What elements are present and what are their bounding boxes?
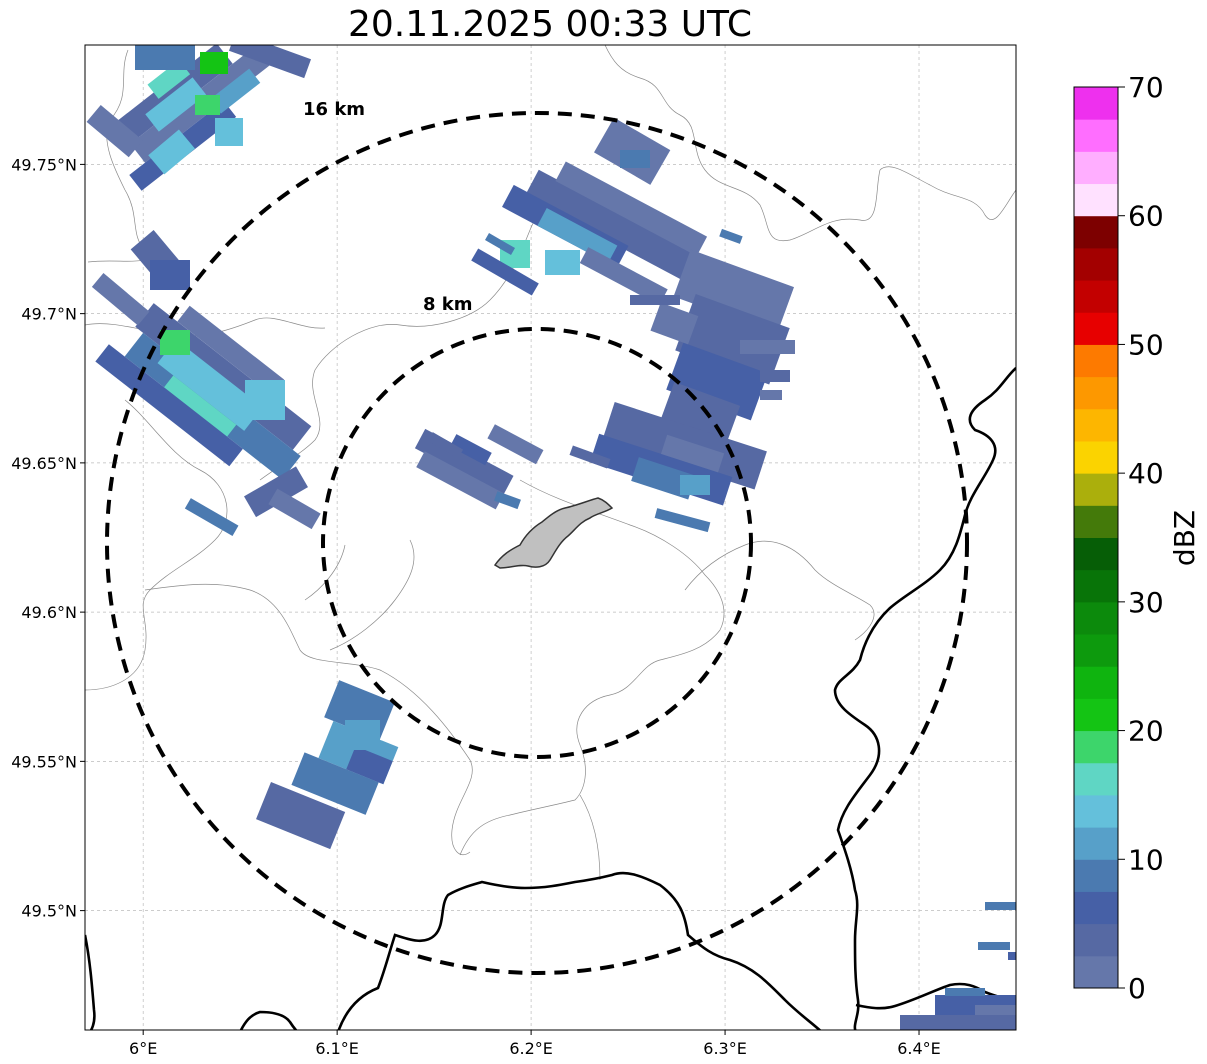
- y-tick-label: 49.7°N: [21, 305, 77, 324]
- colorbar-band: [1074, 247, 1118, 281]
- colorbar-band: [1074, 891, 1118, 925]
- colorbar: 0 10 20 30 40 50 60 70 dBZ: [1073, 71, 1201, 1005]
- x-tick-label: 6°E: [129, 1039, 157, 1058]
- map-gridlines: [85, 45, 1016, 1030]
- colorbar-tick-label: 20: [1128, 715, 1164, 748]
- map-frame: [84, 44, 1017, 1031]
- colorbar-band: [1074, 955, 1118, 989]
- y-tick-label: 49.5°N: [21, 902, 77, 921]
- colorbar-label: dBZ: [1168, 510, 1201, 566]
- y-tick-label: 49.65°N: [11, 454, 77, 473]
- x-tick-label: 6.2°E: [509, 1039, 553, 1058]
- colorbar-band: [1074, 601, 1118, 635]
- map-panel: 16 km 8 km 6°E 6.1°E 6.2°E 6.3°E 6.4°E 49.75°…: [11, 44, 1017, 1058]
- colorbar-band: [1074, 440, 1118, 474]
- x-tick-label: 6.4°E: [897, 1039, 941, 1058]
- map-title: 20.11.2025 00:33 UTC: [347, 4, 753, 45]
- colorbar-band: [1074, 505, 1118, 538]
- colorbar-band: [1074, 794, 1118, 828]
- range-ring-label-16km: 16 km: [303, 99, 365, 120]
- colorbar-band: [1074, 280, 1118, 313]
- city-outline: [493, 497, 614, 569]
- colorbar-band: [1074, 473, 1118, 506]
- colorbar-band: [1074, 698, 1118, 732]
- colorbar-tick-label: 70: [1128, 71, 1164, 104]
- colorbar-band: [1074, 87, 1118, 120]
- colorbar-tick-label: 0: [1128, 972, 1146, 1005]
- colorbar-band: [1074, 569, 1118, 603]
- range-ring-8km: [321, 327, 753, 759]
- colorbar-band: [1074, 762, 1118, 796]
- colorbar-band: [1074, 151, 1118, 185]
- colorbar-tick-label: 60: [1128, 200, 1164, 233]
- y-tick-label: 49.75°N: [11, 155, 77, 174]
- colorbar-tick-label: 10: [1128, 843, 1164, 876]
- x-tick-label: 6.3°E: [703, 1039, 747, 1058]
- y-tick-label: 49.55°N: [11, 752, 77, 771]
- colorbar-band: [1074, 827, 1118, 860]
- colorbar-band: [1074, 859, 1118, 892]
- colorbar-band: [1074, 215, 1118, 249]
- colorbar-band: [1074, 634, 1118, 667]
- colorbar-tick-label: 40: [1128, 457, 1164, 490]
- colorbar-tick-label: 30: [1128, 586, 1164, 619]
- colorbar-band: [1074, 119, 1118, 152]
- radar-echoes: [86, 45, 1016, 1030]
- colorbar-band: [1074, 730, 1118, 764]
- axis-ticks: 6°E 6.1°E 6.2°E 6.3°E 6.4°E 49.75°N 49.7°N 49.6…: [11, 155, 941, 1058]
- colorbar-band: [1074, 344, 1118, 378]
- colorbar-tick-label: 50: [1128, 328, 1164, 361]
- colorbar-band: [1074, 666, 1118, 699]
- colorbar-band: [1074, 408, 1118, 442]
- colorbar-ticks: 0 10 20 30 40 50 60 70: [1118, 71, 1164, 1005]
- colorbar-band: [1074, 183, 1118, 217]
- range-ring-label-8km: 8 km: [423, 294, 473, 315]
- colorbar-frame: [1073, 86, 1119, 989]
- colorbar-bands: [1074, 87, 1118, 989]
- admin-boundaries: [85, 45, 1016, 881]
- colorbar-band: [1074, 923, 1118, 957]
- y-tick-label: 49.6°N: [21, 603, 77, 622]
- colorbar-band: [1074, 376, 1118, 410]
- range-ring-16km: [105, 111, 969, 975]
- colorbar-band: [1074, 312, 1118, 345]
- x-tick-label: 6.1°E: [315, 1039, 359, 1058]
- colorbar-band: [1074, 537, 1118, 571]
